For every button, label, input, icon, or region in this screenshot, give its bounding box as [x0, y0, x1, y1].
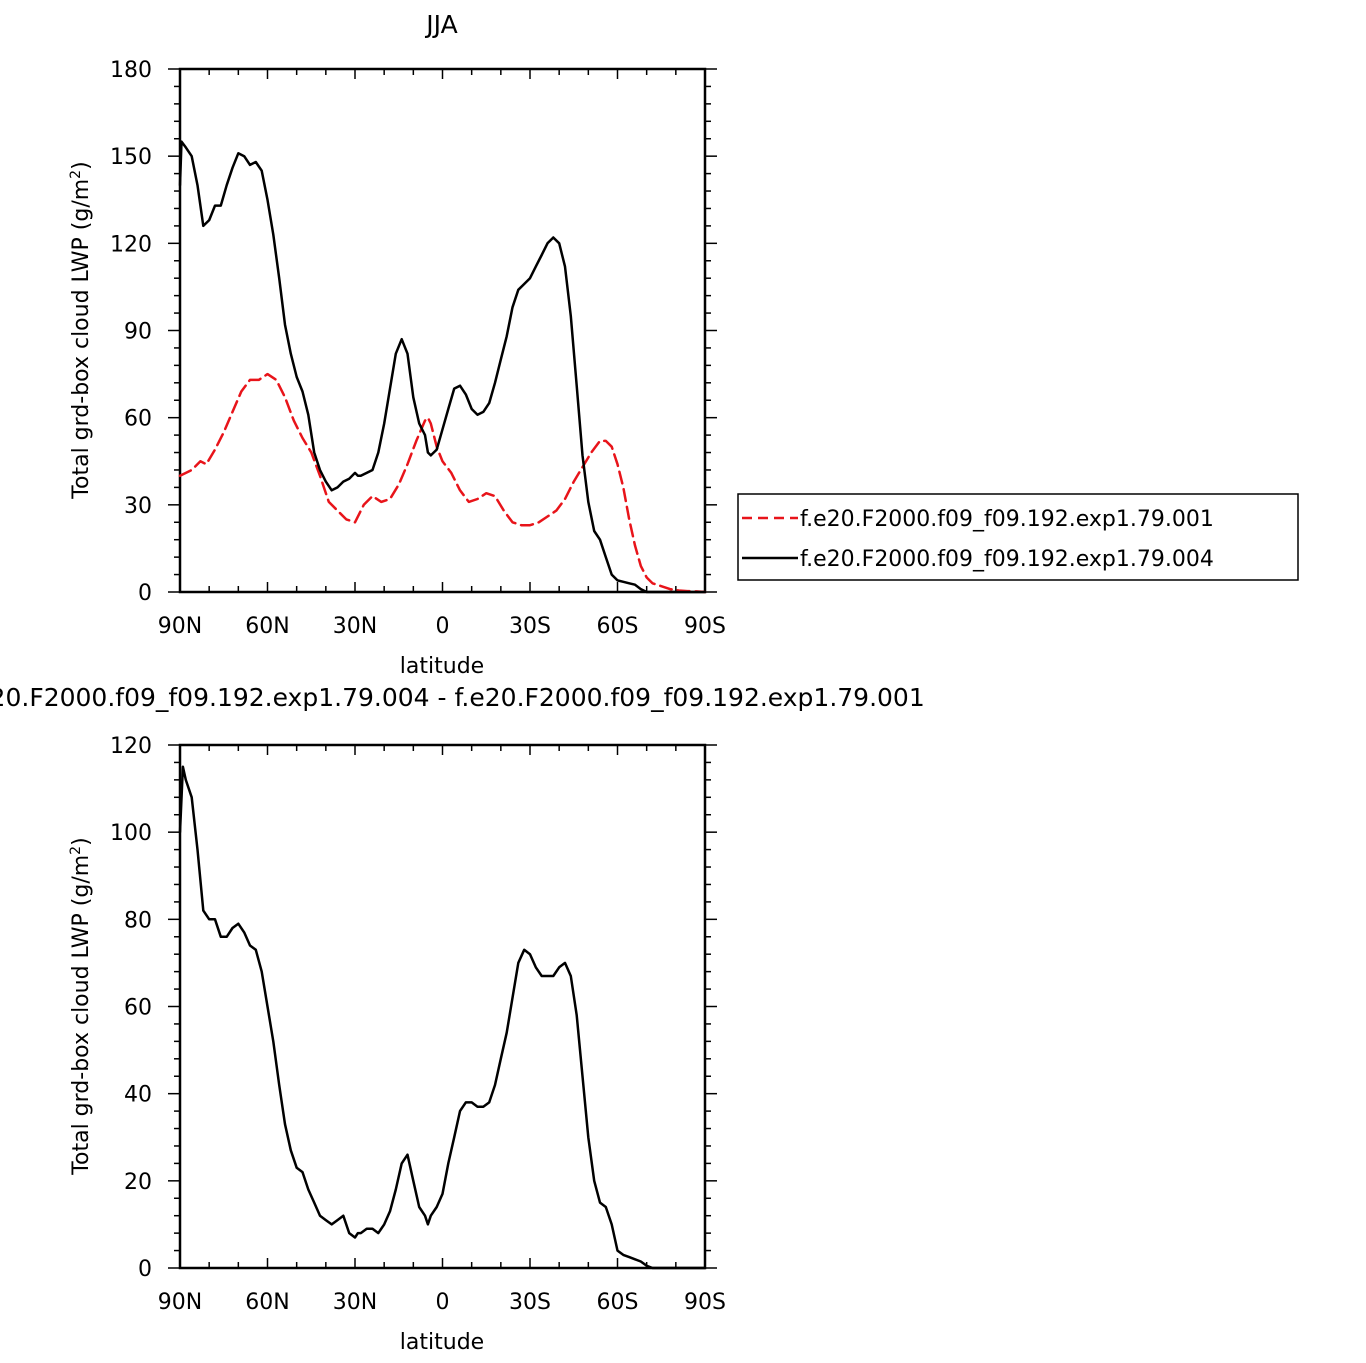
bottom-chart-series-line-1 [178, 765, 707, 1270]
bottom-chart-xtick-label: 60N [245, 1290, 289, 1315]
bottom-chart-ylabel: Total grd-box cloud LWP (g/m2) [68, 837, 94, 1175]
top-chart-ticks [168, 68, 717, 593]
bottom-chart-ylabel-main: Total grd-box cloud LWP (g/m [69, 855, 94, 1176]
top-chart-panel: JJA 90N 60N 30N 0 30S 60S 90S 0 30 60 90 120 150 180… [68, 10, 1299, 679]
legend-entry-004: f.e20.F2000.f09_f09.192.exp1.79.004 [800, 547, 1214, 572]
bottom-chart-ytick-label: 100 [110, 821, 152, 846]
top-chart-ytick-label: 0 [138, 581, 152, 606]
bottom-chart-xtick-label: 90N [158, 1290, 202, 1315]
top-chart-ylabel-sup: 2 [68, 170, 84, 179]
top-chart-ytick-label: 120 [110, 232, 152, 257]
bottom-chart-xtick-label: 30N [333, 1290, 377, 1315]
top-chart-xtick-label: 30N [333, 614, 377, 639]
bottom-chart-ytick-label: 0 [138, 1257, 152, 1282]
bottom-chart-ytick-label: 80 [124, 908, 152, 933]
top-chart-ylabel: Total grd-box cloud LWP (g/m2) [68, 161, 94, 499]
top-chart-ytick-label: 30 [124, 494, 152, 519]
top-chart-lines [178, 140, 707, 594]
bottom-chart-xlabel: latitude [400, 1330, 484, 1355]
top-chart-ytick-label: 90 [124, 320, 152, 345]
bottom-chart-ytick-labels: 0 20 40 60 80 100 120 [110, 734, 152, 1282]
top-chart-xtick-labels: 90N 60N 30N 0 30S 60S 90S [158, 614, 726, 639]
top-chart-ytick-label: 150 [110, 145, 152, 170]
bottom-chart-ytick-label: 60 [124, 996, 152, 1021]
legend-entry-001: f.e20.F2000.f09_f09.192.exp1.79.001 [800, 507, 1214, 532]
bottom-chart-ylabel-sup: 2 [68, 846, 84, 855]
top-chart-xtick-label: 60N [245, 614, 289, 639]
bottom-chart-ytick-label: 40 [124, 1083, 152, 1108]
top-chart-series-line-2 [178, 140, 707, 594]
top-chart-xtick-label: 90S [684, 614, 726, 639]
bottom-chart-ticks [168, 744, 717, 1269]
top-chart-xtick-label: 30S [509, 614, 551, 639]
top-chart-plot-frame [178, 67, 707, 594]
top-chart-xtick-label: 90N [158, 614, 202, 639]
top-chart-title: JJA [424, 10, 457, 39]
top-chart-ylabel-close: ) [69, 161, 94, 170]
top-chart-ylabel-main: Total grd-box cloud LWP (g/m [69, 179, 94, 500]
top-chart-xtick-label: 60S [597, 614, 639, 639]
bottom-chart-title: f.e20.F2000.f09_f09.192.exp1.79.004 - f.… [0, 683, 925, 712]
legend-box [737, 493, 1299, 581]
bottom-chart-xtick-labels: 90N 60N 30N 0 30S 60S 90S [158, 1290, 726, 1315]
bottom-chart-xtick-label: 30S [509, 1290, 551, 1315]
bottom-chart-xtick-label: 0 [436, 1290, 450, 1315]
bottom-chart-ytick-label: 20 [124, 1170, 152, 1195]
bottom-chart-xtick-label: 60S [597, 1290, 639, 1315]
legend: f.e20.F2000.f09_f09.192.exp1.79.001 f.e2… [737, 493, 1299, 581]
top-chart-ytick-label: 60 [124, 407, 152, 432]
bottom-chart-panel: f.e20.F2000.f09_f09.192.exp1.79.004 - f.… [0, 683, 925, 1355]
top-chart-series-line-1 [178, 372, 707, 594]
bottom-chart-ytick-label: 120 [110, 734, 152, 759]
bottom-chart-ylabel-close: ) [69, 837, 94, 846]
top-chart-ytick-labels: 0 30 60 90 120 150 180 [110, 58, 152, 606]
bottom-chart-xtick-label: 90S [684, 1290, 726, 1315]
top-chart-xtick-label: 0 [436, 614, 450, 639]
top-chart-ytick-label: 180 [110, 58, 152, 83]
top-chart-xlabel: latitude [400, 654, 484, 679]
bottom-chart-lines [178, 765, 707, 1270]
